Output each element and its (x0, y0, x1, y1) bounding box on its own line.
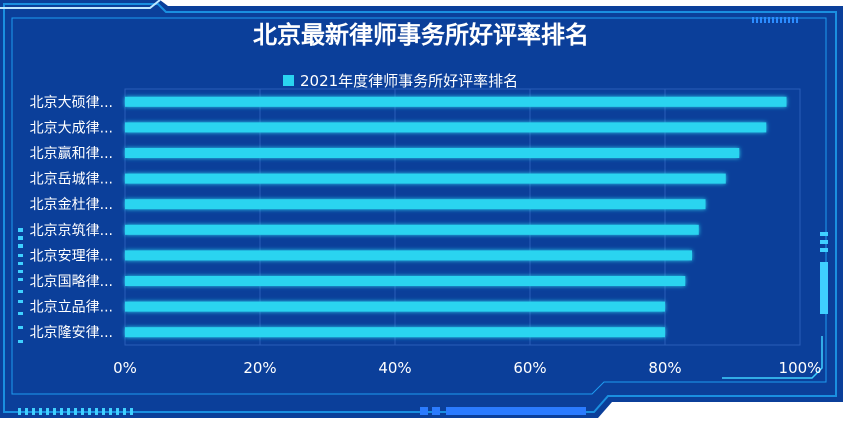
corner-accent-bottom-left (18, 408, 133, 415)
bar (125, 327, 665, 338)
bar (125, 224, 699, 235)
corner-accent-top-right (752, 17, 798, 23)
category-label: 北京大硕律... (30, 95, 113, 111)
x-tick-label: 0% (113, 359, 137, 377)
category-label: 北京金杜律... (30, 197, 113, 213)
category-label: 北京国略律... (30, 274, 113, 290)
bar (125, 122, 767, 133)
category-label: 北京岳城律... (30, 172, 113, 188)
bar-series (125, 96, 787, 338)
x-axis-labels: 0% 20% 40% 60% 80% 100% (113, 359, 821, 377)
category-label: 北京京筑律... (30, 223, 113, 239)
legend-swatch (283, 75, 294, 86)
category-label: 北京立品律... (30, 300, 113, 316)
legend: 2021年度律师事务所好评率排名 (283, 72, 518, 90)
bar (125, 250, 692, 261)
bar (125, 276, 686, 286)
x-tick-label: 80% (648, 359, 681, 377)
bar (125, 173, 726, 184)
x-tick-label: 20% (243, 359, 276, 377)
category-label: 北京大成律... (30, 120, 113, 136)
x-tick-label: 40% (378, 359, 411, 377)
bar (125, 96, 787, 107)
x-tick-label: 60% (513, 359, 546, 377)
x-tick-label: 100% (779, 359, 822, 377)
corner-accent-top-left (0, 0, 161, 9)
category-label: 北京隆安律... (30, 325, 113, 341)
bar (125, 148, 740, 158)
inner-frame (11, 17, 827, 395)
side-indicator-right (820, 232, 828, 314)
corner-accent-bottom-right (722, 336, 823, 379)
legend-label: 2021年度律师事务所好评率排名 (300, 72, 518, 90)
category-label: 北京安理律... (30, 248, 113, 264)
chart-title: 北京最新律师事务所好评率排名 (253, 21, 589, 49)
frame-outline (3, 3, 837, 413)
corner-accent-bottom-center (420, 407, 586, 415)
side-indicator-left (18, 228, 23, 343)
bar (125, 301, 665, 312)
bar (125, 199, 706, 210)
category-label: 北京赢和律... (30, 145, 113, 162)
y-axis-labels: 北京大硕律... 北京大成律... 北京赢和律... 北京岳城律... 北京金杜律...… (30, 95, 113, 341)
